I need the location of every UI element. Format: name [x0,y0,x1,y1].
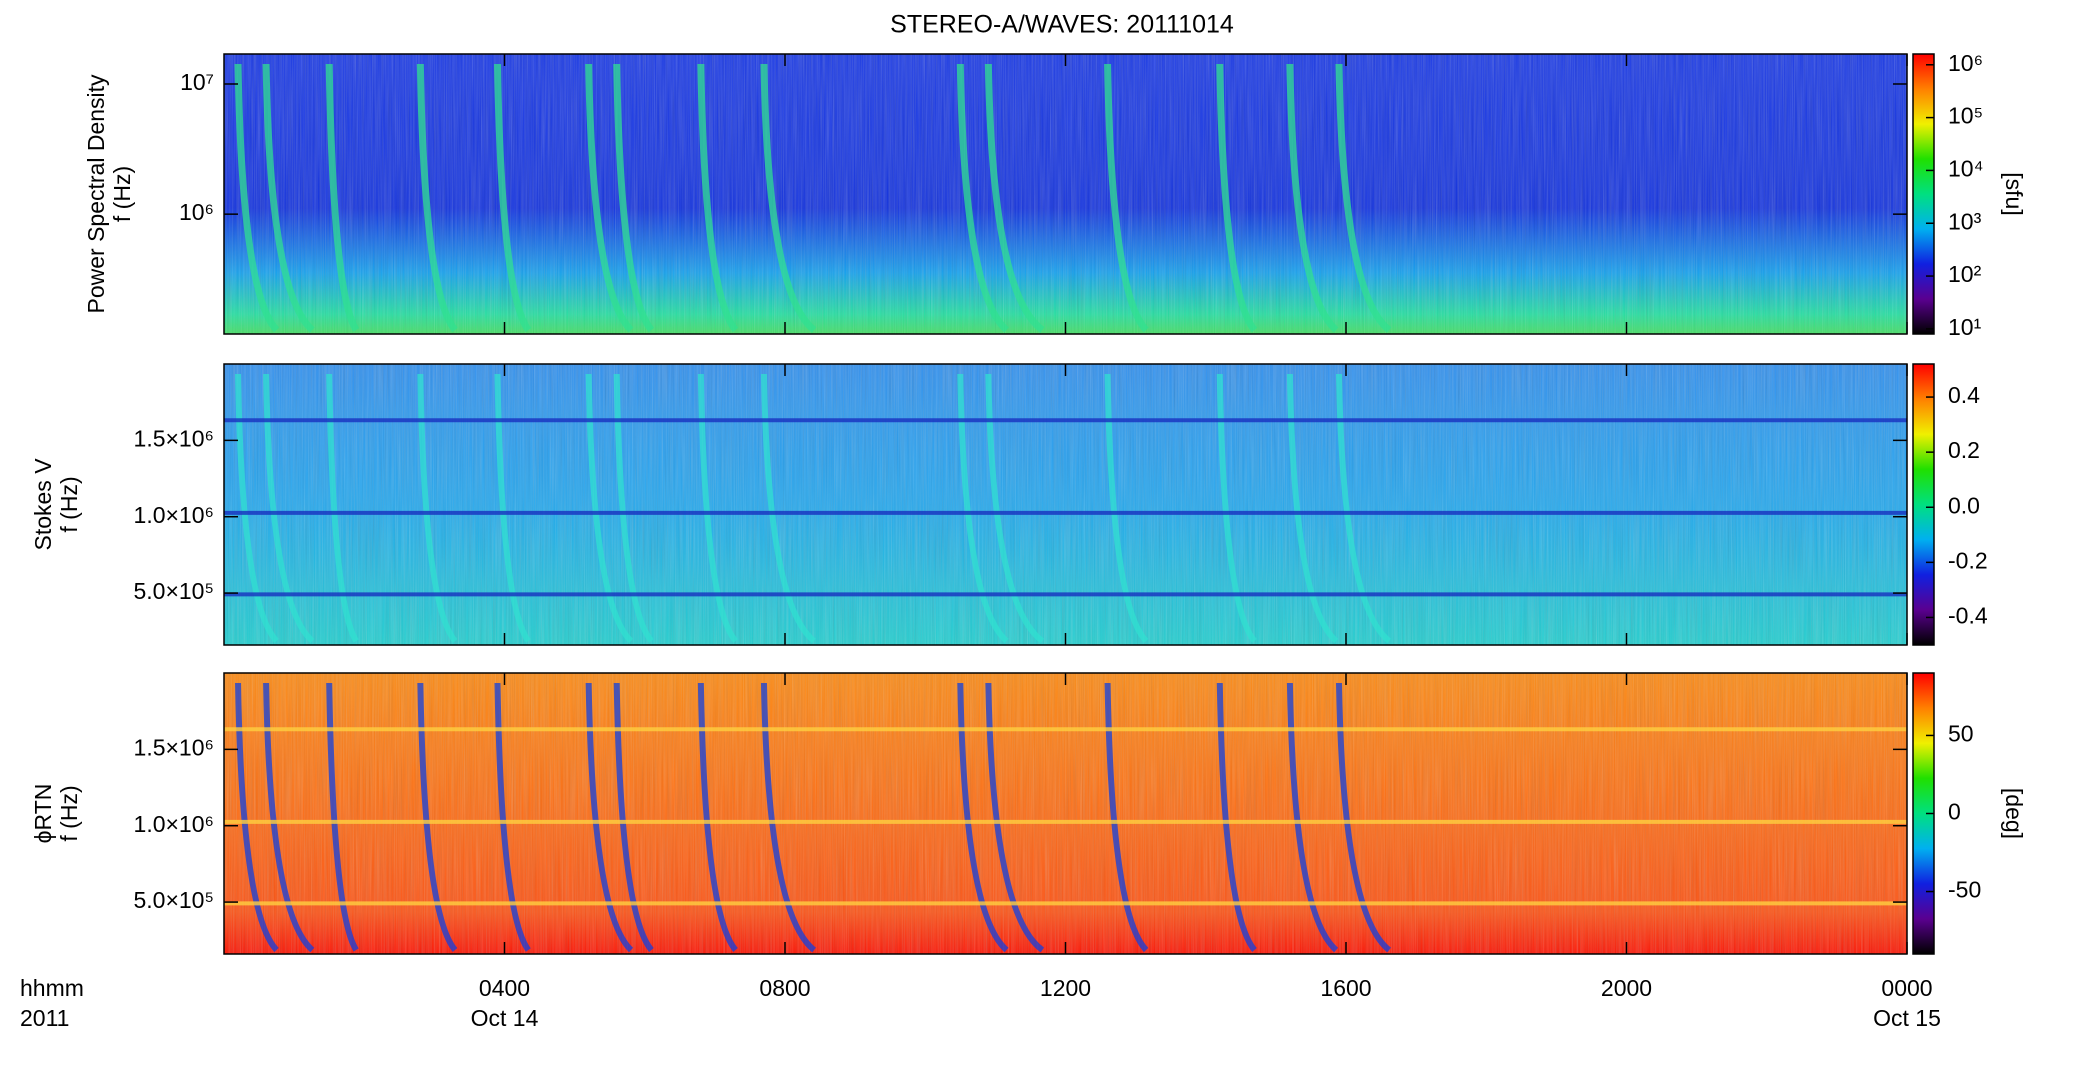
colorbar-label: [deg] [2001,788,2027,839]
burst-trace [760,373,817,644]
colorbar-label: [sfu] [2001,172,2027,215]
colorbar-tick-label: -50 [1948,877,1981,903]
burst-trace [262,63,315,333]
burst-trace [613,373,654,643]
colorbar-tick-label: 10⁴ [1948,155,1983,181]
burst-trace [1335,63,1392,333]
colorbar-tick-label: 10⁵ [1948,103,1983,129]
burst-trace [1216,373,1257,643]
x-tick-label: 0400 [479,975,530,1001]
burst-trace [697,682,738,952]
y-axis-label: Power Spectral Density [83,74,109,314]
x-tick-label: 1200 [1040,975,1091,1001]
y-tick-label: 1.5×10⁶ [134,734,214,760]
x-tick-label: 2000 [1601,975,1652,1001]
burst-trace [494,682,531,952]
burst-trace [1104,373,1149,644]
colorbar-tick-label: 10⁶ [1948,50,1983,76]
y-axis-label: Stokes V [30,458,56,551]
colorbar-tick-label: -0.4 [1948,603,1988,629]
x-tick-label: 0800 [759,975,810,1001]
y-tick-label: 1.0×10⁶ [134,811,214,837]
burst-trace [235,682,279,953]
y-tick-label: 5.0×10⁵ [133,887,214,913]
colorbar-tick-label: 10³ [1948,208,1982,234]
burst-trace [957,373,1009,644]
burst-trace [985,682,1045,953]
burst-trace [1335,682,1392,953]
heatmap-texture [224,364,1907,645]
burst-trace [417,373,458,643]
colorbar-tick-label: 0 [1948,799,1961,825]
burst-trace [263,373,315,644]
burst-trace [1286,682,1339,953]
burst-trace [956,63,1010,333]
colorbar-tick-label: -0.2 [1948,547,1988,573]
burst-trace [613,63,655,333]
y-tick-label: 10⁶ [179,199,214,225]
x-axis-label: hhmm [20,975,84,1001]
burst-trace [417,682,458,952]
burst-trace [697,63,739,333]
heatmap-texture [224,54,1907,334]
burst-trace [234,63,280,333]
burst-trace [957,682,1009,953]
burst-trace [984,63,1045,333]
burst-trace [325,63,360,332]
chart-title: STEREO-A/WAVES: 20111014 [890,11,1234,39]
burst-trace [494,373,531,643]
colorbar-tick-label: 50 [1948,721,1974,747]
burst-trace [585,373,634,644]
burst-trace [326,373,359,643]
y-axis-label: f (Hz) [109,166,135,222]
colorbar-tick-label: 0.4 [1948,382,1980,408]
x-tick-label: 0000 [1881,975,1932,1001]
y-tick-label: 5.0×10⁵ [133,578,214,604]
colorbar [1912,363,1935,646]
burst-trace [697,373,738,643]
burst-trace [235,373,279,644]
burst-trace [493,63,532,333]
burst-trace [1335,373,1392,644]
burst-trace [1216,682,1257,952]
x-date-label: Oct 14 [471,1005,539,1031]
burst-trace [1104,682,1149,953]
burst-trace [613,682,654,952]
colorbar-tick-label: 0.0 [1948,492,1980,518]
y-tick-label: 1.5×10⁶ [134,425,214,451]
x-tick-label: 1600 [1320,975,1371,1001]
x-axis-sublabel: 2011 [20,1005,69,1031]
heatmap-texture [224,673,1907,954]
y-tick-label: 10⁷ [180,69,214,95]
burst-trace [1286,63,1339,333]
burst-trace [585,682,634,953]
colorbar-tick-label: 10² [1948,261,1982,287]
y-axis-label: f (Hz) [56,785,82,841]
colorbar-tick-label: 0.2 [1948,437,1980,463]
burst-trace [416,63,458,333]
x-date-label: Oct 15 [1873,1005,1941,1031]
burst-trace [263,682,315,953]
burst-trace [326,682,359,952]
y-tick-label: 1.0×10⁶ [134,502,214,528]
colorbar [1912,53,1935,335]
burst-trace [585,63,634,333]
y-axis-label: ϕRTN [30,784,56,844]
burst-trace [1286,373,1339,644]
burst-trace [1104,63,1149,333]
colorbar-tick-label: 10¹ [1948,314,1982,340]
burst-trace [985,373,1045,644]
burst-trace [760,63,817,333]
burst-trace [1216,63,1258,333]
burst-trace [760,682,817,953]
y-axis-label: f (Hz) [56,476,82,532]
